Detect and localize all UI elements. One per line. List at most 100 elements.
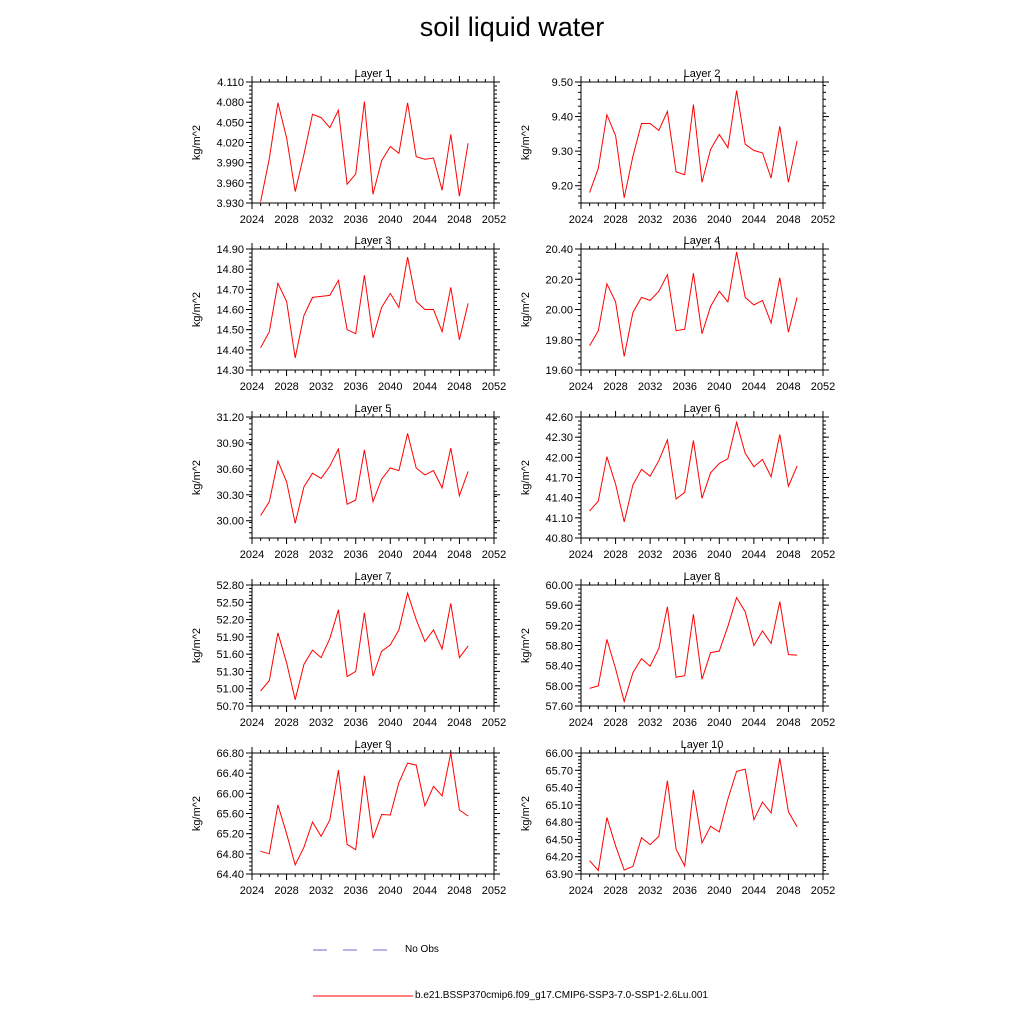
x-tick-label: 2036 [343,381,367,393]
y-tick-label: 20.20 [545,274,573,286]
series-line [260,257,469,359]
x-tick-label: 2052 [811,717,835,729]
x-tick-label: 2048 [776,549,800,561]
y-tick-label: 58.40 [545,661,573,673]
y-tick-label: 65.40 [545,783,573,795]
x-tick-label: 2044 [742,549,766,561]
x-tick-label: 2052 [482,885,506,897]
panel-title: Layer 2 [684,68,721,80]
x-tick-label: 2040 [378,885,402,897]
series-line [260,101,469,202]
y-tick-label: 64.20 [545,852,573,864]
series-line [260,433,469,524]
y-tick-label: 59.20 [545,620,573,632]
x-tick-label: 2032 [309,214,333,226]
x-tick-label: 2040 [378,717,402,729]
x-tick-label: 2048 [447,885,471,897]
x-tick-label: 2044 [413,381,437,393]
x-tick-label: 2036 [343,885,367,897]
panel-title: Layer 10 [681,739,724,751]
x-tick-label: 2048 [776,214,800,226]
y-tick-label: 14.40 [216,345,244,357]
x-tick-label: 2028 [274,717,298,729]
x-tick-label: 2028 [603,717,627,729]
y-tick-label: 14.60 [216,305,244,317]
y-tick-label: 20.00 [545,305,573,317]
y-tick-label: 4.110 [217,77,244,89]
y-tick-label: 19.80 [545,335,573,347]
y-tick-label: 14.50 [216,325,244,337]
panel-10: Layer 10 2024 2028 2032 2036 2040 2044 2048 2052… [520,739,835,897]
x-tick-label: 2024 [569,381,593,393]
y-axis-label: kg/m^2 [520,628,532,663]
x-tick-label: 2028 [274,549,298,561]
y-axis-label: kg/m^2 [191,292,203,327]
y-tick-label: 51.90 [216,632,244,644]
series-line [589,90,798,198]
x-tick-label: 2048 [447,214,471,226]
y-tick-label: 66.00 [545,748,573,760]
y-axis-label: kg/m^2 [520,460,532,495]
x-tick-label: 2040 [378,381,402,393]
y-tick-label: 41.10 [545,513,573,525]
legend-label-no-obs: No Obs [405,944,439,955]
panel-title: Layer 4 [684,235,721,247]
x-tick-label: 2048 [776,717,800,729]
x-tick-label: 2032 [309,549,333,561]
series-line [589,420,798,523]
y-tick-label: 14.80 [216,264,244,276]
x-tick-label: 2036 [343,717,367,729]
plot-frame [251,752,495,875]
y-tick-label: 14.70 [216,284,244,296]
x-tick-label: 2032 [309,717,333,729]
y-tick-label: 52.20 [216,615,244,627]
y-tick-label: 58.80 [545,641,573,653]
series-line [260,591,469,700]
y-tick-label: 65.60 [216,809,244,821]
x-tick-label: 2044 [742,381,766,393]
series-line [589,251,798,357]
x-tick-label: 2040 [707,549,731,561]
panel-2: Layer 2 2024 2028 2032 2036 2040 2044 2048 2052 9… [520,68,835,226]
x-tick-label: 2044 [742,885,766,897]
y-tick-label: 9.40 [552,112,573,124]
y-tick-label: 66.00 [216,788,244,800]
x-tick-label: 2028 [274,381,298,393]
y-tick-label: 30.00 [216,516,244,528]
x-tick-label: 2052 [482,214,506,226]
plot-frame [580,752,824,875]
x-tick-label: 2024 [240,717,264,729]
x-tick-label: 2032 [309,381,333,393]
panel-title: Layer 6 [684,403,721,415]
y-tick-label: 51.00 [216,684,244,696]
y-tick-label: 14.30 [216,365,244,377]
y-tick-label: 14.90 [216,244,244,256]
y-axis-label: kg/m^2 [191,628,203,663]
x-tick-label: 2052 [811,549,835,561]
y-tick-label: 58.00 [545,681,573,693]
x-tick-label: 2044 [742,214,766,226]
y-tick-label: 3.990 [216,158,244,170]
panel-5: Layer 5 2024 2028 2032 2036 2040 2044 2048 2052 3… [191,403,506,561]
plot-frame [251,416,495,539]
y-tick-label: 66.80 [216,748,244,760]
x-tick-label: 2048 [447,549,471,561]
x-tick-label: 2024 [240,214,264,226]
y-axis-label: kg/m^2 [191,125,203,160]
x-tick-label: 2040 [707,717,731,729]
x-tick-label: 2044 [413,885,437,897]
y-tick-label: 9.30 [552,146,573,158]
y-tick-label: 3.930 [216,198,244,210]
y-tick-label: 42.60 [545,412,573,424]
x-tick-label: 2024 [240,885,264,897]
x-tick-label: 2052 [482,717,506,729]
y-tick-label: 50.70 [216,701,244,713]
x-tick-label: 2024 [240,549,264,561]
y-tick-label: 64.80 [216,849,244,861]
x-tick-label: 2052 [811,885,835,897]
y-tick-label: 42.00 [545,452,573,464]
x-tick-label: 2048 [776,381,800,393]
x-tick-label: 2036 [672,214,696,226]
x-tick-label: 2032 [638,214,662,226]
